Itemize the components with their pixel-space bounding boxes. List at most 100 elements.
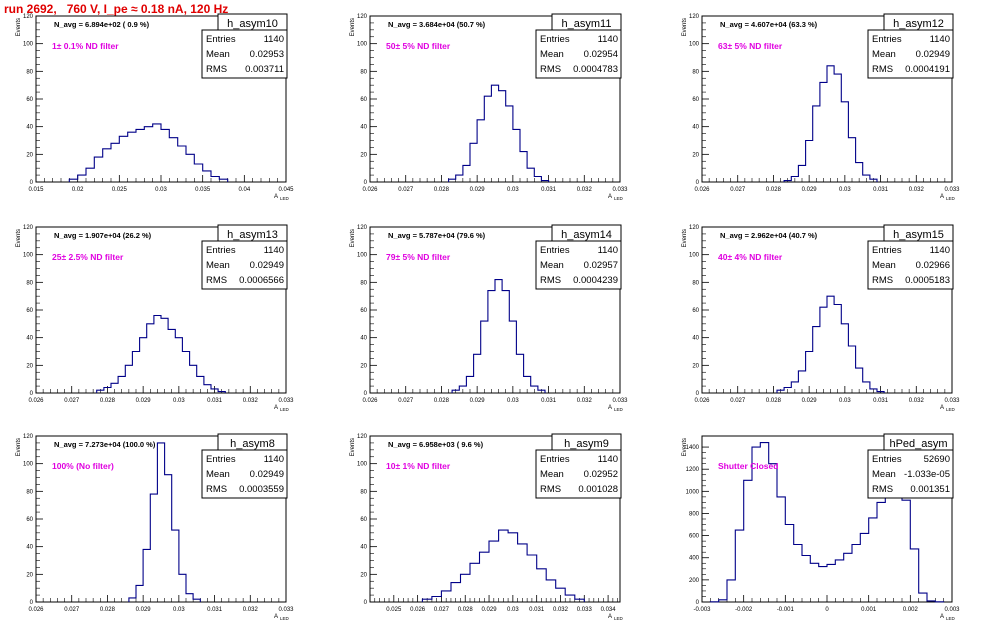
- filter-label: 50± 5% ND filter: [386, 41, 451, 51]
- histogram-bin: [422, 599, 432, 602]
- y-tick-label: 120: [689, 14, 700, 20]
- histogram-bin: [194, 164, 202, 182]
- stats-box: [201, 29, 288, 79]
- stats-value: 0.0006566: [239, 275, 284, 286]
- histogram-bin: [834, 304, 841, 393]
- histogram-bin: [219, 179, 227, 182]
- histogram-bin: [819, 567, 827, 602]
- x-tick-label: 0.028: [766, 187, 782, 193]
- x-tick-label: 0.03: [507, 398, 519, 404]
- y-tick-label: 80: [360, 280, 367, 286]
- stats-box: [201, 240, 288, 290]
- x-tick-label: 0.032: [243, 607, 259, 613]
- histogram-bin: [877, 392, 884, 393]
- x-axis-label: A: [274, 405, 278, 411]
- x-tick-label: 0.032: [553, 607, 569, 613]
- histogram-bin: [841, 324, 848, 393]
- histogram-bin: [735, 530, 743, 602]
- stats-value: 1140: [598, 34, 618, 45]
- histogram-bin: [211, 176, 219, 182]
- histogram-bin: [531, 386, 538, 393]
- y-tick-label: 0: [364, 180, 368, 186]
- histogram-bin: [499, 530, 509, 602]
- x-tick-label: 0.026: [694, 398, 710, 404]
- y-tick-label: 120: [23, 225, 34, 231]
- x-axis-label: A: [608, 194, 612, 200]
- x-tick-label: 0.025: [112, 187, 128, 193]
- histogram-name: h_asym13: [227, 229, 278, 241]
- stats-value: -1.033e-05: [904, 469, 950, 480]
- histogram-curve: [448, 84, 550, 182]
- y-tick-label: 100: [689, 42, 700, 48]
- stats-value: 1140: [930, 245, 950, 256]
- histogram-bin: [193, 599, 200, 602]
- histogram-bin: [877, 502, 885, 602]
- x-tick-label: 0.03: [839, 187, 851, 193]
- histogram-bin: [186, 594, 193, 602]
- histogram-bin: [481, 321, 488, 393]
- x-axis-label-subscript: LED: [946, 196, 956, 201]
- x-tick-label: 0.032: [909, 398, 925, 404]
- histogram-panel-h_asym15: 0 20 40 60 80 100 120 0.026 0.027 0.028 0.029 0.03 0…: [682, 224, 960, 412]
- x-tick-label: 0.03: [173, 607, 185, 613]
- histogram-bin: [186, 154, 194, 182]
- stats-value: 0.0004783: [573, 64, 618, 75]
- stats-value: 0.001351: [910, 484, 950, 495]
- stats-value: 52690: [924, 454, 950, 465]
- x-tick-label: 0.027: [64, 607, 80, 613]
- histogram-bin: [870, 179, 877, 182]
- y-tick-label: 0: [696, 391, 700, 397]
- stats-label: Mean: [540, 469, 564, 480]
- histogram-bin: [179, 574, 186, 602]
- y-tick-label: 40: [692, 125, 699, 131]
- y-tick-label: 20: [360, 363, 367, 369]
- x-tick-label: 0.03: [839, 398, 851, 404]
- x-tick-label: 0.033: [278, 607, 294, 613]
- stats-value: 1140: [598, 245, 618, 256]
- histogram-bin: [86, 168, 94, 182]
- y-tick-label: 80: [692, 280, 699, 286]
- y-tick-label: 80: [360, 69, 367, 75]
- y-tick-label: 40: [26, 545, 33, 551]
- histogram-bin: [488, 291, 495, 393]
- y-tick-label: 1400: [686, 445, 700, 451]
- y-tick-label: 100: [23, 253, 34, 259]
- histogram-bin: [802, 556, 810, 602]
- histogram-bin: [136, 129, 144, 182]
- stats-label: Entries: [206, 34, 236, 45]
- histogram-bin: [470, 563, 480, 602]
- navg-label: N_avg = 6.894e+02 ( 0.9 %): [54, 20, 150, 29]
- y-tick-label: 0: [364, 391, 368, 397]
- x-tick-label: 0.031: [207, 607, 223, 613]
- histogram-bin: [546, 580, 556, 602]
- x-tick-label: 0.001: [861, 607, 877, 613]
- histogram-bin: [153, 124, 161, 182]
- x-tick-label: 0.04: [238, 187, 250, 193]
- stats-value: 0.02949: [250, 260, 284, 271]
- histogram-bin: [484, 96, 491, 182]
- histogram-bin: [94, 157, 102, 182]
- histogram-bin: [111, 383, 118, 393]
- y-axis-label: Events: [350, 18, 356, 36]
- filter-label: 40± 4% ND filter: [718, 252, 783, 262]
- histogram-bin: [537, 569, 547, 602]
- y-tick-label: 60: [360, 97, 367, 103]
- stats-label: Entries: [872, 34, 902, 45]
- x-tick-label: 0.031: [873, 398, 889, 404]
- histogram-curve: [776, 295, 885, 393]
- histogram-bin: [777, 390, 784, 393]
- histogram-bin: [538, 390, 545, 393]
- histogram-bin: [827, 564, 835, 602]
- histogram-bin: [474, 354, 481, 393]
- y-tick-label: 80: [26, 280, 33, 286]
- histogram-curve: [421, 529, 585, 602]
- y-tick-label: 80: [26, 69, 33, 75]
- histogram-bin: [910, 549, 918, 602]
- histogram-bin: [860, 533, 868, 602]
- y-tick-label: 1000: [686, 489, 700, 495]
- histogram-bin: [813, 327, 820, 393]
- y-tick-label: 40: [26, 336, 33, 342]
- histogram-bin: [441, 591, 451, 602]
- x-tick-label: 0.028: [100, 398, 116, 404]
